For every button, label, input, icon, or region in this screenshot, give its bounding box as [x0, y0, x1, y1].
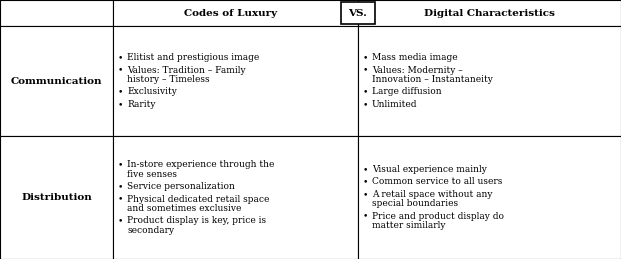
Bar [0, 26, 113, 136]
Text: A retail space without any: A retail space without any [372, 190, 492, 199]
Bar [113, 136, 358, 259]
Text: •: • [118, 53, 124, 62]
Text: Communication: Communication [11, 76, 102, 85]
Text: Codes of Luxury: Codes of Luxury [184, 9, 277, 18]
Bar [358, 26, 621, 136]
Text: Digital Characteristics: Digital Characteristics [424, 9, 555, 18]
Text: special boundaries: special boundaries [372, 199, 458, 208]
Text: VS.: VS. [348, 9, 368, 18]
Bar [358, 136, 621, 259]
Text: Price and product display do: Price and product display do [372, 212, 504, 221]
Text: Values: Tradition – Family: Values: Tradition – Family [127, 66, 246, 75]
Text: five senses: five senses [127, 170, 177, 179]
Text: •: • [118, 195, 124, 204]
Text: secondary: secondary [127, 226, 174, 235]
Text: •: • [363, 53, 368, 62]
Text: •: • [363, 66, 368, 75]
Text: •: • [363, 88, 368, 96]
Text: Distribution: Distribution [21, 193, 92, 202]
Text: Exclusivity: Exclusivity [127, 88, 177, 96]
Text: Rarity: Rarity [127, 100, 155, 109]
Text: •: • [363, 177, 368, 186]
Text: Common service to all users: Common service to all users [372, 177, 502, 186]
Text: •: • [118, 100, 124, 109]
Bar [0, 0, 113, 26]
Text: •: • [363, 100, 368, 109]
Text: Values: Modernity –: Values: Modernity – [372, 66, 463, 75]
Bar [0, 136, 113, 259]
Text: •: • [363, 212, 368, 221]
Text: Visual experience mainly: Visual experience mainly [372, 165, 487, 174]
Text: Large diffusion: Large diffusion [372, 88, 442, 96]
Text: Physical dedicated retail space: Physical dedicated retail space [127, 195, 270, 204]
Text: •: • [118, 182, 124, 191]
Text: Service personalization: Service personalization [127, 182, 235, 191]
Text: •: • [118, 66, 124, 75]
Text: and sometimes exclusive: and sometimes exclusive [127, 204, 242, 213]
Text: In-store experience through the: In-store experience through the [127, 160, 274, 169]
Text: matter similarly: matter similarly [372, 221, 445, 230]
Text: •: • [118, 160, 124, 169]
Bar [341, 2, 375, 24]
Text: Product display is key, price is: Product display is key, price is [127, 216, 266, 225]
Text: •: • [118, 216, 124, 225]
Bar [113, 26, 358, 136]
Text: •: • [363, 190, 368, 199]
Text: Innovation – Instantaneity: Innovation – Instantaneity [372, 75, 493, 84]
Text: Mass media image: Mass media image [372, 53, 458, 62]
Bar [113, 0, 358, 26]
Text: Unlimited: Unlimited [372, 100, 417, 109]
Bar [358, 0, 621, 26]
Text: •: • [363, 165, 368, 174]
Text: Elitist and prestigious image: Elitist and prestigious image [127, 53, 259, 62]
Text: history – Timeless: history – Timeless [127, 75, 210, 84]
Text: •: • [118, 88, 124, 96]
